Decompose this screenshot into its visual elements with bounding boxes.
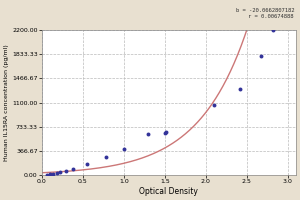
Point	[54, 171, 59, 175]
Point	[212, 104, 216, 107]
Point	[162, 132, 167, 135]
Point	[271, 29, 275, 32]
Point	[122, 147, 126, 150]
Point	[64, 169, 69, 172]
Point	[238, 88, 242, 91]
Point	[58, 171, 62, 174]
Point	[85, 162, 89, 166]
Point	[51, 172, 56, 175]
Text: b = -20.0662807182
r = 0.00674888: b = -20.0662807182 r = 0.00674888	[236, 8, 294, 19]
Point	[259, 55, 264, 58]
Point	[70, 167, 75, 170]
Point	[146, 133, 151, 136]
Y-axis label: Human IL15RA concentration (pg/ml): Human IL15RA concentration (pg/ml)	[4, 44, 9, 161]
Point	[44, 173, 49, 176]
Point	[164, 131, 169, 134]
Point	[103, 156, 108, 159]
Point	[48, 173, 52, 176]
X-axis label: Optical Density: Optical Density	[140, 187, 198, 196]
